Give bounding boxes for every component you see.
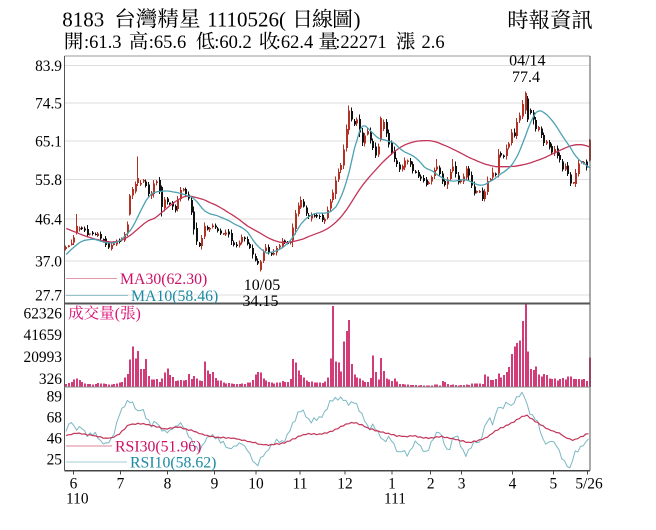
svg-text:RSI10(58.62): RSI10(58.62) <box>130 455 216 472</box>
svg-text::22271: :22271 <box>335 33 386 53</box>
svg-text:62326: 62326 <box>24 305 63 322</box>
svg-text::60.2: :60.2 <box>214 33 252 53</box>
svg-text:RSI30(51.96): RSI30(51.96) <box>115 439 201 456</box>
svg-text:6: 6 <box>70 476 78 493</box>
svg-text:74.5: 74.5 <box>35 95 62 112</box>
svg-text:37.0: 37.0 <box>35 253 62 270</box>
svg-text:8183: 8183 <box>62 7 104 31</box>
svg-text::61.3: :61.3 <box>84 33 122 53</box>
svg-text:110: 110 <box>66 491 89 508</box>
svg-text:41659: 41659 <box>24 327 63 344</box>
svg-text:111: 111 <box>384 491 406 508</box>
svg-text:10/05: 10/05 <box>244 277 280 294</box>
svg-text:46: 46 <box>47 430 63 447</box>
svg-text:65.1: 65.1 <box>35 133 62 150</box>
svg-text:77.4: 77.4 <box>512 69 540 86</box>
svg-text:8: 8 <box>164 476 172 493</box>
svg-text:11: 11 <box>293 476 308 493</box>
svg-text:68: 68 <box>47 409 63 426</box>
svg-text:2.6: 2.6 <box>422 33 445 53</box>
svg-text:34.15: 34.15 <box>243 293 279 310</box>
svg-text:): ) <box>354 7 361 31</box>
svg-text:12: 12 <box>337 476 352 493</box>
svg-text:326: 326 <box>39 371 62 388</box>
svg-text:): ) <box>136 306 141 323</box>
svg-text:55.8: 55.8 <box>35 172 62 189</box>
svg-text::62.4: :62.4 <box>276 33 314 53</box>
svg-text:9: 9 <box>211 476 219 493</box>
svg-text:4: 4 <box>509 476 517 493</box>
svg-text:46.4: 46.4 <box>35 211 62 228</box>
svg-text:20993: 20993 <box>24 349 63 366</box>
svg-text:10: 10 <box>248 476 264 493</box>
svg-text:5/26: 5/26 <box>575 476 603 493</box>
svg-text:1110526(: 1110526( <box>207 7 286 31</box>
svg-text:1: 1 <box>388 476 396 493</box>
svg-text:2: 2 <box>427 476 435 493</box>
svg-text:3: 3 <box>458 476 466 493</box>
svg-text::65.6: :65.6 <box>149 33 187 53</box>
svg-text:04/14: 04/14 <box>509 53 545 70</box>
svg-text:(: ( <box>115 306 120 323</box>
svg-text:5: 5 <box>550 476 558 493</box>
svg-text:27.7: 27.7 <box>35 287 62 304</box>
svg-text:MA30(62.30): MA30(62.30) <box>120 271 207 288</box>
svg-text:25: 25 <box>47 451 63 468</box>
svg-text:89: 89 <box>47 388 63 405</box>
svg-text:MA10(58.46): MA10(58.46) <box>131 288 218 305</box>
svg-text:83.9: 83.9 <box>35 58 62 75</box>
svg-text:7: 7 <box>117 476 125 493</box>
